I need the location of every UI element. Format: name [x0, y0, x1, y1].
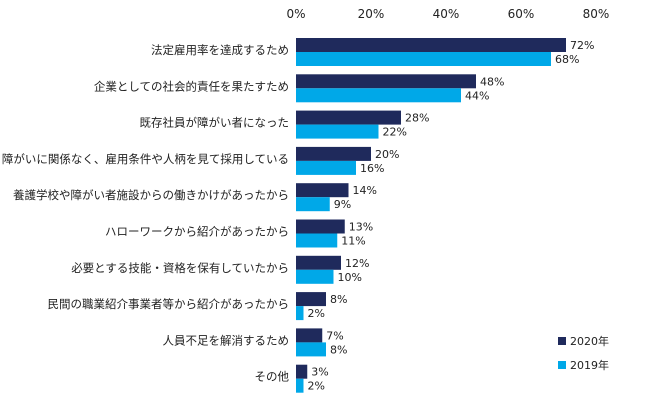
- bar-series-2: [296, 160, 356, 175]
- data-label: 2%: [308, 307, 325, 320]
- data-label: 9%: [334, 198, 351, 211]
- bar-series-1: [296, 183, 349, 198]
- bar-series-1: [296, 328, 323, 343]
- bar-series-1: [296, 74, 476, 89]
- data-label: 28%: [405, 112, 429, 125]
- data-label: 2%: [308, 380, 325, 393]
- legend: 2020年 2019年: [558, 334, 609, 372]
- category-labels: 法定雇用率を達成するため企業としての社会的責任を果たすため既存社員が障がい者にな…: [2, 43, 290, 384]
- data-label: 68%: [555, 53, 579, 66]
- bar-series-1: [296, 219, 345, 234]
- bar-series-2: [296, 52, 551, 66]
- category-label: その他: [255, 370, 290, 384]
- category-label: 法定雇用率を達成するため: [151, 43, 289, 57]
- data-label: 3%: [311, 366, 328, 379]
- data-label: 48%: [480, 75, 504, 88]
- data-label: 8%: [330, 343, 347, 356]
- data-label: 7%: [326, 329, 343, 342]
- value-labels: 72%68% 48%44% 28%22% 20%16% 14%9% 13%11% 12%10…: [308, 39, 595, 393]
- legend-label: 2019年: [570, 358, 609, 372]
- category-label: 養護学校や障がい者施設からの働きかけがあったから: [13, 188, 289, 202]
- bar-series-1: [296, 255, 341, 270]
- category-label: 企業としての社会的責任を果たすため: [94, 79, 289, 93]
- category-label: 必要とする技能・資格を保有していたから: [71, 261, 289, 275]
- category-label: 障がいに関係なく、雇用条件や人柄を見て採用している: [2, 152, 289, 166]
- legend-swatch: [558, 361, 566, 369]
- bar-series-2: [296, 269, 334, 284]
- category-label: ハローワークから紹介があったから: [105, 225, 289, 239]
- data-label: 8%: [330, 293, 347, 306]
- category-label: 人員不足を解消するため: [163, 333, 290, 347]
- data-label: 13%: [349, 221, 373, 234]
- data-label: 22%: [383, 126, 407, 139]
- data-label: 20%: [375, 148, 399, 161]
- data-label: 44%: [465, 89, 489, 102]
- data-label: 16%: [360, 162, 384, 175]
- legend-label: 2020年: [570, 334, 609, 348]
- bar-series-2: [296, 306, 304, 321]
- bar-series-1: [296, 364, 308, 379]
- data-label: 10%: [338, 271, 362, 284]
- bars: [296, 38, 566, 393]
- bar-series-1: [296, 146, 371, 161]
- legend-swatch: [558, 337, 566, 345]
- data-label: 12%: [345, 257, 369, 270]
- bar-series-2: [296, 197, 330, 212]
- bar-series-2: [296, 233, 338, 248]
- bar-series-2: [296, 378, 304, 393]
- bar-series-1: [296, 292, 326, 307]
- data-label: 72%: [570, 39, 594, 52]
- category-label: 民間の職業紹介事業者等から紹介があったから: [48, 297, 290, 311]
- x-axis-ticks: 0% 20% 40% 60% 80%: [286, 7, 609, 21]
- data-label: 11%: [341, 235, 365, 248]
- bar-series-1: [296, 38, 566, 52]
- x-tick-label: 20%: [358, 7, 385, 21]
- bar-series-1: [296, 110, 401, 125]
- x-tick-label: 60%: [508, 7, 535, 21]
- bar-series-2: [296, 124, 379, 139]
- bar-series-2: [296, 88, 461, 103]
- bar-series-2: [296, 342, 326, 357]
- category-label: 既存社員が障がい者になった: [140, 116, 290, 130]
- x-tick-label: 0%: [286, 7, 305, 21]
- x-tick-label: 80%: [583, 7, 610, 21]
- data-label: 14%: [353, 184, 377, 197]
- x-tick-label: 40%: [433, 7, 460, 21]
